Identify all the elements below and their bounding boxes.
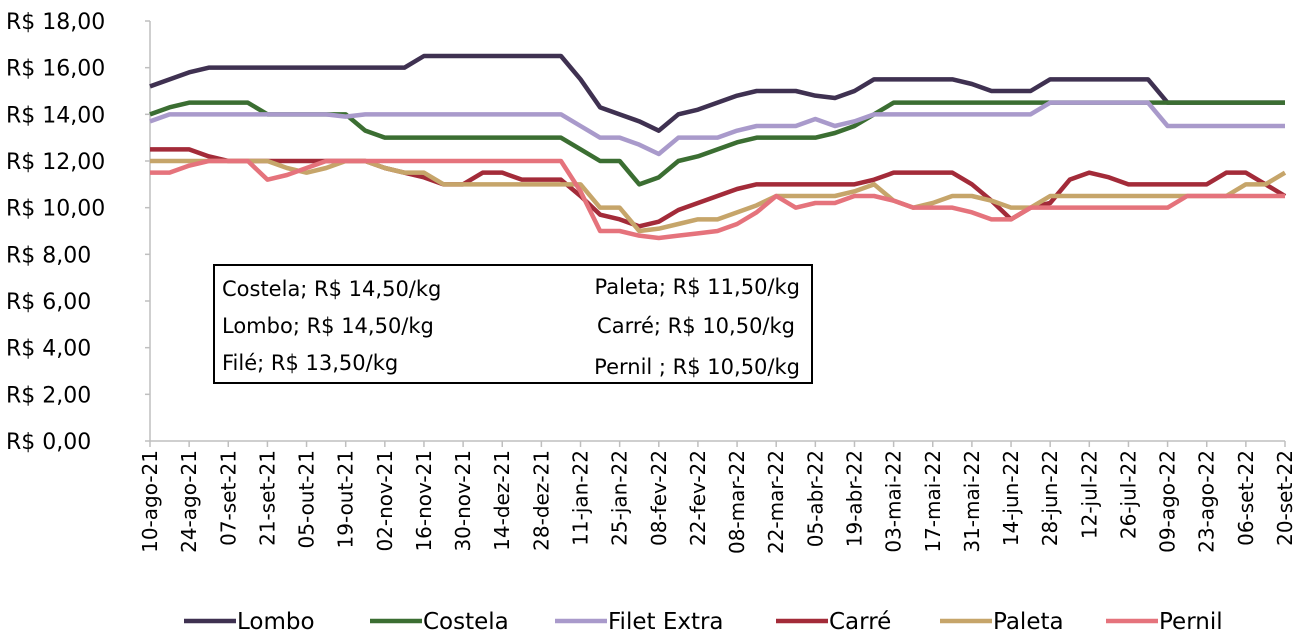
x-tick-label: 19-out-21 bbox=[334, 450, 358, 548]
annotation: Filé; R$ 13,50/kg bbox=[222, 351, 398, 375]
y-tick-label: R$ 10,00 bbox=[6, 197, 105, 222]
x-tick-label: 20-set-22 bbox=[1273, 450, 1297, 546]
legend-item: Filet Extra bbox=[555, 609, 724, 635]
x-tick-label: 28-jun-22 bbox=[1038, 450, 1062, 546]
x-tick-label: 24-ago-21 bbox=[177, 450, 201, 553]
x-tick-label: 23-ago-22 bbox=[1195, 450, 1219, 553]
legend-label: Lombo bbox=[237, 609, 315, 635]
y-tick-label: R$ 12,00 bbox=[6, 150, 105, 175]
annotation-box bbox=[213, 264, 813, 384]
x-tick-label: 06-set-22 bbox=[1234, 450, 1258, 546]
legend-label: Filet Extra bbox=[608, 609, 724, 635]
x-tick-label: 03-mai-22 bbox=[882, 450, 906, 553]
x-tick-label: 28-dez-21 bbox=[529, 450, 553, 551]
series-line bbox=[150, 158, 1285, 241]
x-tick-label: 26-jul-22 bbox=[1116, 450, 1140, 539]
x-tick-label: 19-abr-22 bbox=[842, 450, 866, 547]
annotation: Pernil ; R$ 10,50/kg bbox=[594, 355, 800, 379]
annotation: Lombo; R$ 14,50/kg bbox=[222, 314, 434, 338]
x-tick-label: 09-ago-22 bbox=[1156, 450, 1180, 553]
x-tick-label: 07-set-21 bbox=[216, 450, 240, 546]
annotation: Paleta; R$ 11,50/kg bbox=[594, 275, 800, 299]
x-tick-label: 14-dez-21 bbox=[490, 450, 514, 551]
y-tick-label: R$ 6,00 bbox=[6, 290, 91, 315]
x-tick-label: 05-abr-22 bbox=[803, 450, 827, 547]
legend-item: Costela bbox=[370, 609, 509, 635]
y-tick-label: R$ 0,00 bbox=[6, 430, 91, 455]
legend-label: Carré bbox=[829, 609, 891, 635]
x-tick-label: 22-mar-22 bbox=[764, 450, 788, 554]
y-tick-label: R$ 2,00 bbox=[6, 383, 91, 408]
x-tick-label: 05-out-21 bbox=[295, 450, 319, 548]
x-tick-label: 10-ago-21 bbox=[138, 450, 162, 553]
x-tick-label: 08-mar-22 bbox=[725, 450, 749, 554]
x-tick-label: 11-jan-22 bbox=[569, 450, 593, 546]
legend-label: Costela bbox=[423, 609, 509, 635]
x-tick-label: 30-nov-21 bbox=[451, 450, 475, 552]
series-line bbox=[149, 53, 1285, 133]
y-tick-label: R$ 18,00 bbox=[6, 10, 105, 35]
x-tick-label: 08-fev-22 bbox=[647, 450, 671, 546]
x-tick-label: 12-jul-22 bbox=[1077, 450, 1101, 539]
legend-item: Lombo bbox=[184, 609, 315, 635]
legend-item: Paleta bbox=[940, 609, 1064, 635]
x-tick-label: 22-fev-22 bbox=[686, 450, 710, 546]
series-line bbox=[150, 158, 1287, 234]
y-tick-label: R$ 14,00 bbox=[6, 103, 105, 128]
x-tick-label: 14-jun-22 bbox=[999, 450, 1023, 546]
x-tick-label: 25-jan-22 bbox=[608, 450, 632, 546]
legend-label: Paleta bbox=[993, 609, 1064, 635]
y-tick-label: R$ 4,00 bbox=[6, 337, 91, 362]
y-tick-label: R$ 8,00 bbox=[6, 243, 91, 268]
x-tick-label: 31-mai-22 bbox=[960, 450, 984, 553]
x-tick-label: 17-mai-22 bbox=[921, 450, 945, 553]
x-tick-label: 02-nov-21 bbox=[373, 450, 397, 552]
legend-label: Pernil bbox=[1159, 609, 1223, 635]
x-tick-label: 21-set-21 bbox=[255, 450, 279, 546]
legend-item: Pernil bbox=[1106, 609, 1223, 635]
annotation: Carré; R$ 10,50/kg bbox=[597, 314, 795, 338]
x-tick-label: 16-nov-21 bbox=[412, 450, 436, 552]
annotation: Costela; R$ 14,50/kg bbox=[222, 277, 441, 301]
series-line bbox=[149, 100, 1285, 157]
legend-item: Carré bbox=[776, 609, 891, 635]
y-tick-label: R$ 16,00 bbox=[6, 57, 105, 82]
